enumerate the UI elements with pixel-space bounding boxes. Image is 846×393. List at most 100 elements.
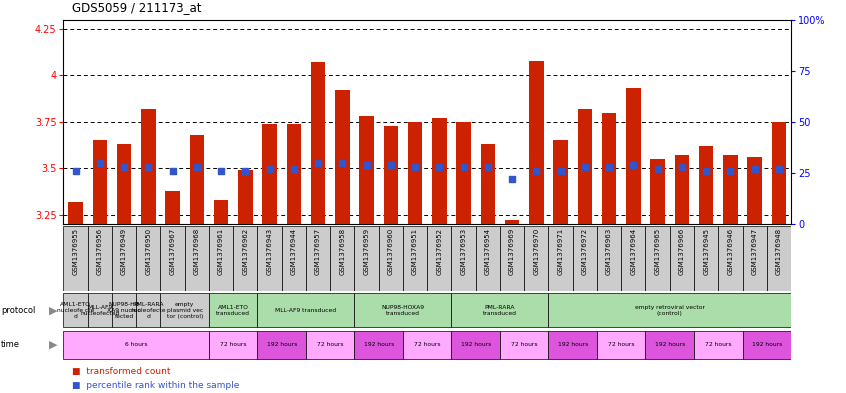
Text: AML1-ETO
transduced: AML1-ETO transduced	[217, 305, 250, 316]
Text: time: time	[1, 340, 19, 349]
Text: GSM1376966: GSM1376966	[678, 228, 685, 275]
Text: 192 hours: 192 hours	[266, 342, 297, 347]
Text: GSM1376944: GSM1376944	[291, 228, 297, 275]
Text: 6 hours: 6 hours	[125, 342, 147, 347]
Bar	[743, 226, 766, 291]
Text: GSM1376971: GSM1376971	[558, 228, 563, 275]
Bar	[403, 226, 427, 291]
Text: NUP98-HOXA9
transduced: NUP98-HOXA9 transduced	[382, 305, 425, 316]
Point	[578, 163, 591, 170]
Bar	[408, 122, 422, 224]
Bar	[257, 294, 354, 327]
Bar	[548, 226, 573, 291]
Point	[311, 160, 325, 166]
Point	[214, 168, 228, 174]
Text: GSM1376957: GSM1376957	[315, 228, 321, 275]
Bar	[184, 226, 209, 291]
Bar	[645, 226, 670, 291]
Text: ▶: ▶	[49, 340, 58, 350]
Point	[287, 166, 300, 172]
Bar	[427, 226, 452, 291]
Point	[772, 166, 786, 172]
Bar	[403, 331, 452, 359]
Text: 72 hours: 72 hours	[705, 342, 732, 347]
Text: GSM1376964: GSM1376964	[630, 228, 636, 275]
Text: PML-RARA
nucleofecte
d: PML-RARA nucleofecte d	[130, 302, 166, 319]
Bar	[747, 157, 762, 224]
Bar	[500, 226, 525, 291]
Bar	[88, 294, 112, 327]
Bar	[597, 331, 645, 359]
Bar	[645, 331, 694, 359]
Text: GSM1376956: GSM1376956	[96, 228, 103, 275]
Point	[93, 160, 107, 166]
Text: GSM1376968: GSM1376968	[194, 228, 200, 275]
Bar	[718, 226, 743, 291]
Text: ■  transformed count: ■ transformed count	[72, 367, 170, 376]
Text: GSM1376972: GSM1376972	[582, 228, 588, 275]
Bar	[136, 294, 161, 327]
Bar	[209, 331, 257, 359]
Bar	[766, 226, 791, 291]
Text: 72 hours: 72 hours	[511, 342, 537, 347]
Bar	[743, 331, 791, 359]
Text: GSM1376967: GSM1376967	[169, 228, 176, 275]
Bar	[621, 226, 645, 291]
Bar	[354, 331, 403, 359]
Bar	[548, 331, 597, 359]
Text: PML-RARA
transduced: PML-RARA transduced	[483, 305, 517, 316]
Text: GSM1376945: GSM1376945	[703, 228, 709, 275]
Bar	[500, 331, 548, 359]
Point	[239, 168, 252, 174]
Text: GSM1376954: GSM1376954	[485, 228, 491, 275]
Bar	[238, 170, 253, 224]
Point	[384, 162, 398, 168]
Point	[141, 163, 155, 170]
Text: GSM1376952: GSM1376952	[437, 228, 442, 275]
Bar	[262, 124, 277, 224]
Bar	[287, 124, 301, 224]
Bar	[165, 191, 180, 224]
Point	[190, 163, 204, 170]
Bar	[330, 226, 354, 291]
Bar	[772, 122, 786, 224]
Bar	[306, 226, 330, 291]
Text: GSM1376949: GSM1376949	[121, 228, 127, 275]
Bar	[694, 331, 743, 359]
Text: GSM1376960: GSM1376960	[387, 228, 394, 275]
Bar	[63, 331, 209, 359]
Bar	[354, 226, 379, 291]
Text: GSM1376959: GSM1376959	[364, 228, 370, 275]
Bar	[432, 118, 447, 224]
Bar	[63, 226, 88, 291]
Point	[118, 163, 131, 170]
Text: ■  percentile rank within the sample: ■ percentile rank within the sample	[72, 381, 239, 389]
Point	[263, 166, 277, 172]
Bar	[379, 226, 403, 291]
Text: MLL-AF9 transduced: MLL-AF9 transduced	[276, 308, 337, 313]
Bar	[505, 220, 519, 224]
Text: MLL-AF9
nucleofected: MLL-AF9 nucleofected	[80, 305, 119, 316]
Text: GSM1376953: GSM1376953	[460, 228, 467, 275]
Bar	[651, 159, 665, 224]
Point	[432, 163, 446, 170]
Text: GSM1376970: GSM1376970	[533, 228, 540, 275]
Text: GSM1376951: GSM1376951	[412, 228, 418, 275]
Point	[554, 168, 568, 174]
Bar	[452, 331, 500, 359]
Bar	[209, 294, 257, 327]
Point	[481, 163, 495, 170]
Bar	[257, 331, 306, 359]
Bar	[69, 202, 83, 224]
Text: GDS5059 / 211173_at: GDS5059 / 211173_at	[72, 1, 201, 14]
Bar	[525, 226, 548, 291]
Point	[505, 176, 519, 182]
Bar	[360, 116, 374, 224]
Bar	[136, 226, 161, 291]
Bar	[112, 294, 136, 327]
Bar	[699, 146, 713, 224]
Bar	[602, 112, 617, 224]
Text: GSM1376962: GSM1376962	[242, 228, 249, 275]
Bar	[573, 226, 597, 291]
Text: GSM1376969: GSM1376969	[509, 228, 515, 275]
